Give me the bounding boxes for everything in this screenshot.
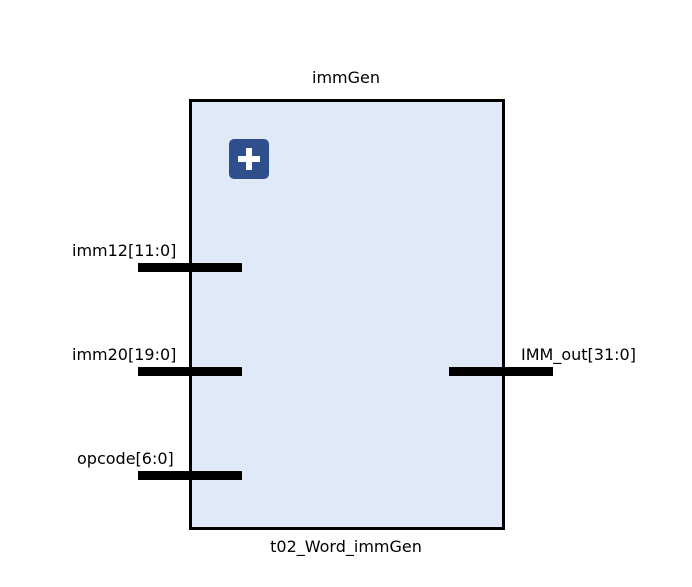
output-port-label-imm-out: IMM_out[31:0] [521,345,636,364]
input-port-label-imm12: imm12[11:0] [72,241,177,260]
input-port-label-imm20: imm20[19:0] [72,345,177,364]
output-port-pin-imm-out[interactable] [449,367,553,376]
block-module-name: t02_Word_immGen [270,537,422,556]
input-port-label-opcode: opcode[6:0] [77,449,174,468]
input-port-pin-imm12[interactable] [138,263,242,272]
plus-icon [238,148,260,170]
expand-block-button[interactable] [229,139,269,179]
input-port-pin-imm20[interactable] [138,367,242,376]
block-instance-name: immGen [312,68,380,87]
input-port-pin-opcode[interactable] [138,471,242,480]
